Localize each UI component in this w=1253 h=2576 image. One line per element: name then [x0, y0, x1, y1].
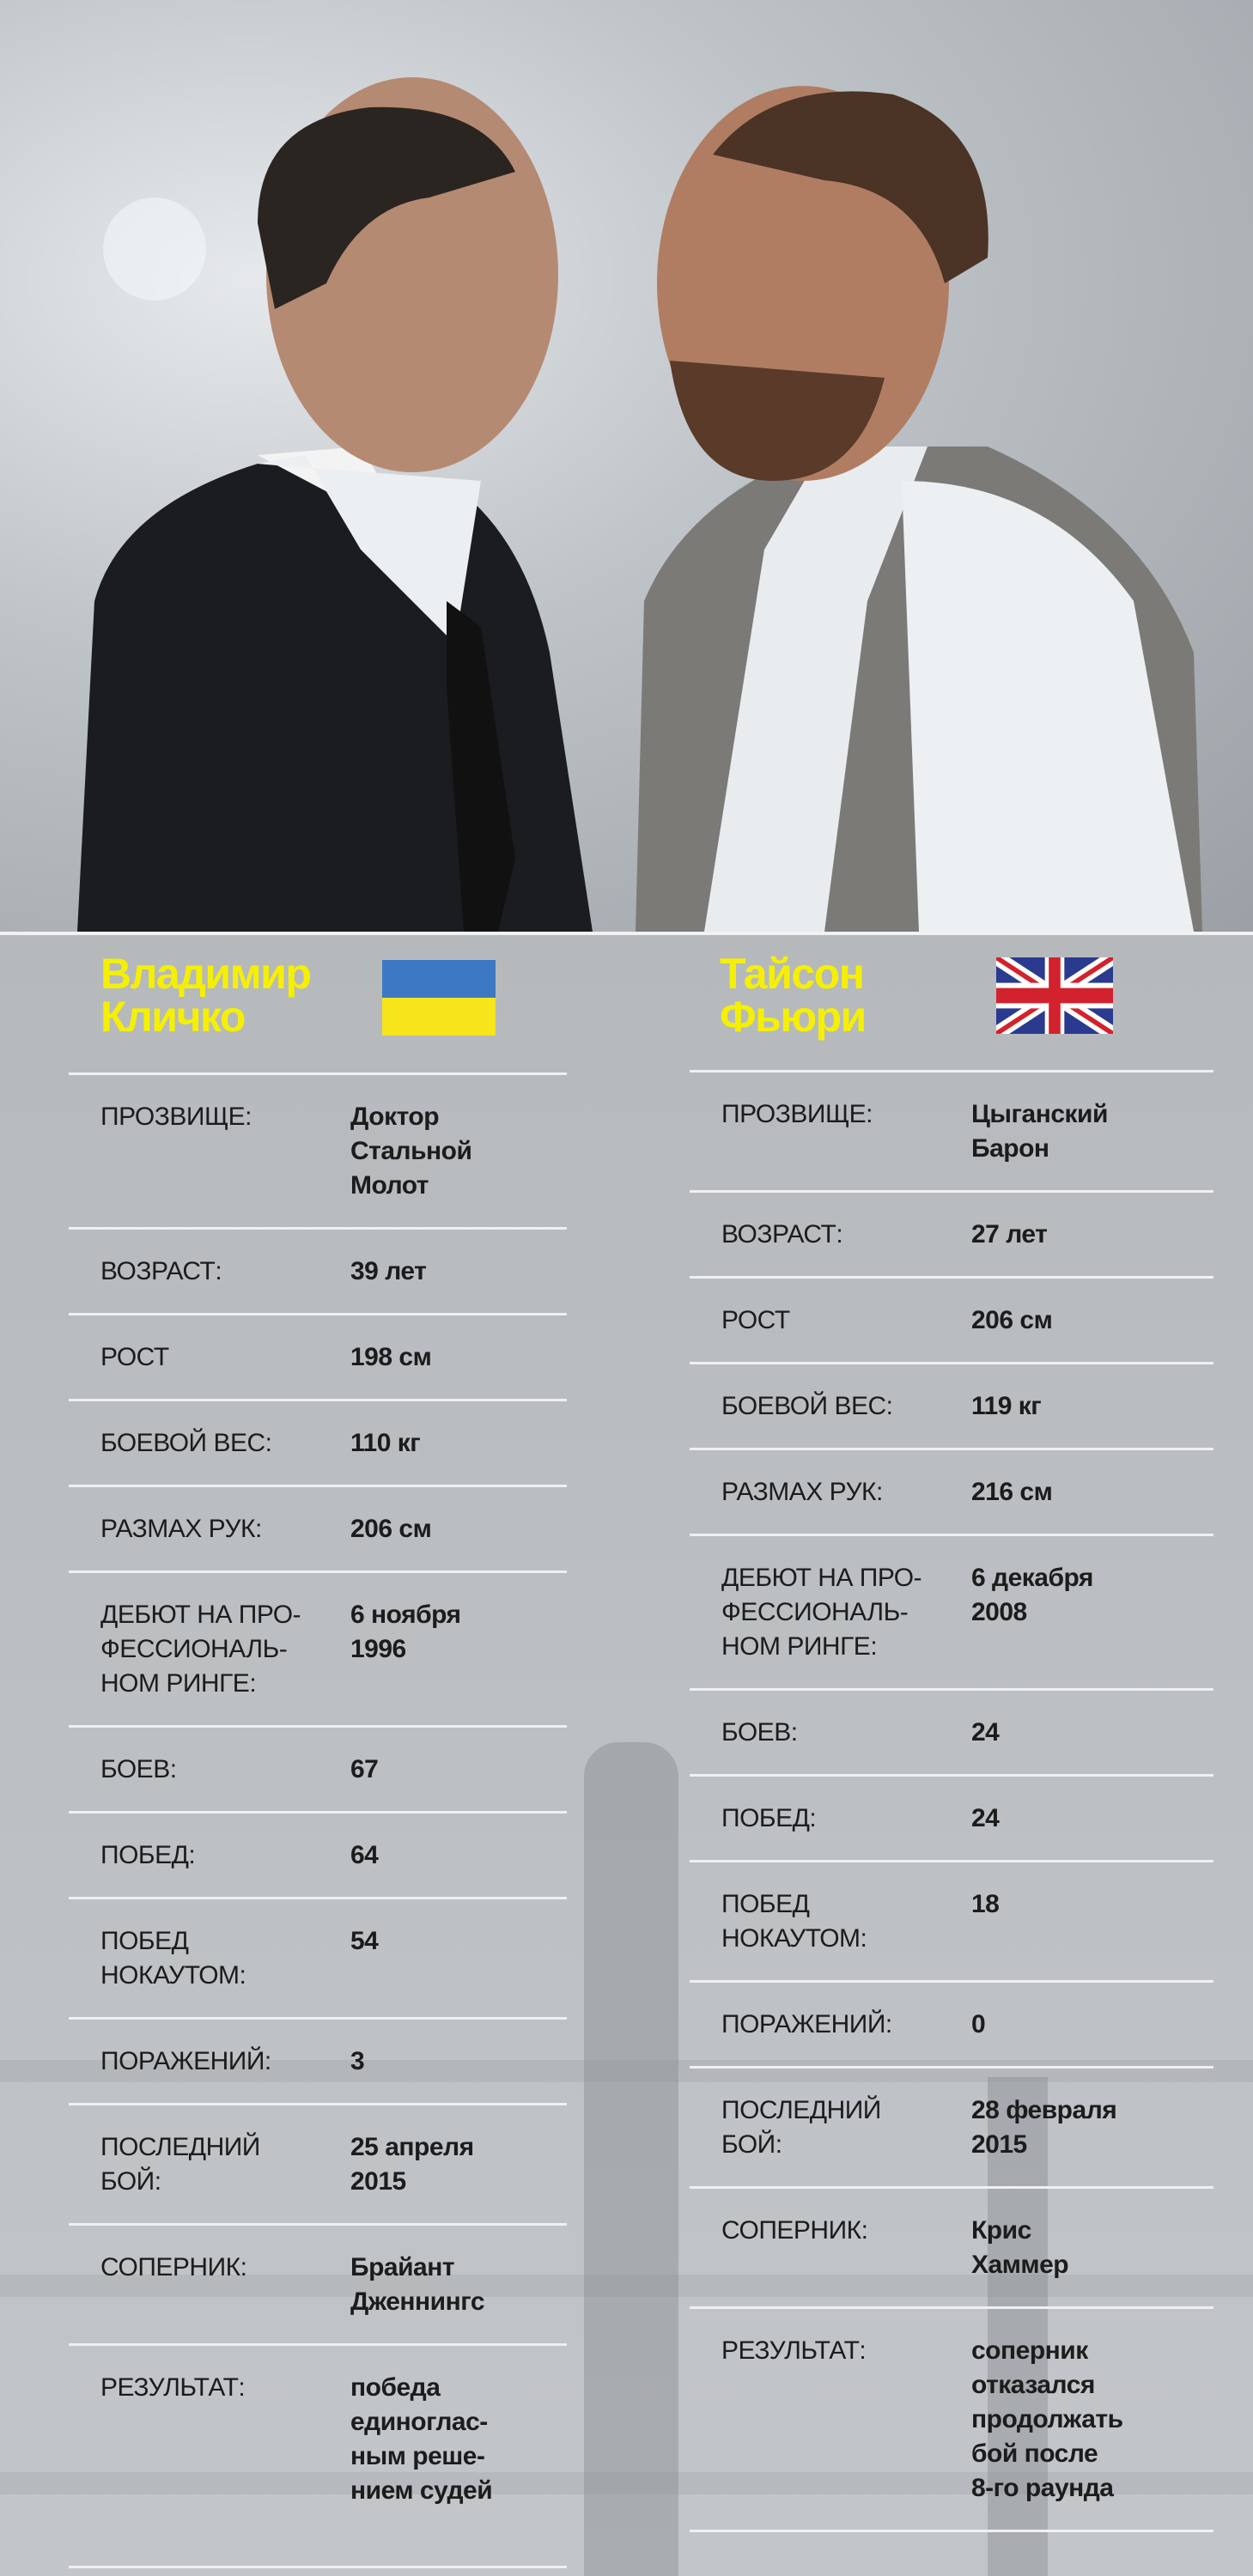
stat-label: ПРОЗВИЩЕ:: [100, 1103, 252, 1131]
stat-value: 67: [350, 1755, 379, 1783]
photo-divider: [0, 932, 1253, 935]
stat-row: ПОБЕД НОКАУТОМ: 54: [69, 1897, 567, 2017]
stat-label: ВОЗРАСТ:: [100, 1257, 222, 1285]
uk-flag-icon: [993, 951, 1116, 1041]
comparison-panel: Владимир Кличко ПРОЗВИЩЕ: Доктор Стальной…: [0, 935, 1253, 2576]
stat-row: ПОСЛЕДНИЙ БОЙ: 25 апреля 2015: [69, 2103, 567, 2223]
stat-row: ПОБЕД: 24: [690, 1774, 1213, 1860]
stat-label: ПОРАЖЕНИЙ:: [721, 2010, 892, 2038]
stats-table: ПРОЗВИЩЕ: Доктор Стальной Молот ВОЗРАСТ: 39…: [69, 1072, 567, 2568]
stat-value: 24: [971, 1718, 1000, 1747]
stat-row: ПОБЕД: 64: [69, 1811, 567, 1897]
stat-label: ПРОЗВИЩЕ:: [721, 1100, 873, 1128]
stat-value: 206 см: [971, 1306, 1053, 1334]
stat-row: РОСТ 198 см: [69, 1313, 567, 1399]
stat-row: ВОЗРАСТ: 27 лет: [690, 1190, 1213, 1276]
stat-label: ПОБЕД:: [721, 1804, 817, 1832]
table-end-divider: [690, 2530, 1213, 2532]
stat-label: РЕЗУЛЬТАТ:: [721, 2336, 867, 2365]
stat-label: ДЕБЮТ НА ПРО- ФЕССИОНАЛЬ- НОМ РИНГЕ:: [100, 1601, 301, 1698]
stat-label: ПОСЛЕДНИЙ БОЙ:: [721, 2096, 881, 2159]
stat-row: БОЕВ: 67: [69, 1725, 567, 1811]
stat-label: РЕЗУЛЬТАТ:: [100, 2373, 246, 2402]
stat-value: 54: [350, 1927, 379, 1955]
stat-row: ПРОЗВИЩЕ: Доктор Стальной Молот: [69, 1072, 567, 1227]
stat-value: 0: [971, 2010, 986, 2038]
stat-label: РАЗМАХ РУК:: [721, 1478, 883, 1506]
stat-label: ПОСЛЕДНИЙ БОЙ:: [100, 2133, 260, 2196]
stat-value: 3: [350, 2047, 365, 2075]
stat-value: 18: [971, 1890, 1000, 1918]
stat-label: ВОЗРАСТ:: [721, 1220, 843, 1249]
stat-value: победа единоглас- ным реше- нием судей: [350, 2373, 493, 2505]
fighter-name: Владимир Кличко: [100, 950, 312, 1041]
stat-row: БОЕВОЙ ВЕС: 110 кг: [69, 1399, 567, 1485]
stat-label: СОПЕРНИК:: [100, 2253, 247, 2281]
fighter-first-name: Владимир: [100, 950, 312, 998]
stat-label: БОЕВОЙ ВЕС:: [721, 1392, 893, 1420]
stat-value: 24: [971, 1804, 1000, 1832]
stat-label: РАЗМАХ РУК:: [100, 1515, 262, 1543]
stat-label: БОЕВ:: [100, 1755, 177, 1783]
fighter-last-name: Кличко: [100, 993, 246, 1041]
stat-row: ДЕБЮТ НА ПРО- ФЕССИОНАЛЬ- НОМ РИНГЕ: 6 де…: [690, 1534, 1213, 1688]
stat-row: РОСТ 206 см: [690, 1276, 1213, 1362]
fighter-first-name: Тайсон: [720, 950, 865, 998]
stat-value: Цыганский Барон: [971, 1100, 1108, 1163]
ring-post-background: [988, 2077, 1048, 2576]
ring-rope-background: [0, 2060, 1253, 2082]
stat-value: 39 лет: [350, 1257, 427, 1285]
stat-row: ПОРАЖЕНИЙ: 0: [690, 1980, 1213, 2066]
stat-value: Доктор Стальной Молот: [350, 1103, 472, 1200]
stat-value: 216 см: [971, 1478, 1053, 1506]
stat-label: РОСТ: [100, 1343, 169, 1371]
stat-row: ДЕБЮТ НА ПРО- ФЕССИОНАЛЬ- НОМ РИНГЕ: 6 но…: [69, 1571, 567, 1725]
stat-row: РАЗМАХ РУК: 206 см: [69, 1485, 567, 1571]
ukraine-flag-icon: [382, 960, 496, 1036]
stat-row: СОПЕРНИК: Брайант Дженнингс: [69, 2223, 567, 2343]
stat-label: ПОРАЖЕНИЙ:: [100, 2047, 271, 2075]
stat-row: ПОБЕД НОКАУТОМ: 18: [690, 1860, 1213, 1980]
table-end-divider: [69, 2566, 567, 2568]
stat-value: 110 кг: [350, 1429, 421, 1457]
stat-value: 28 февраля 2015: [971, 2096, 1117, 2159]
stat-value: Крис Хаммер: [971, 2216, 1069, 2279]
fighters-photo: [0, 0, 1253, 932]
stat-label: ПОБЕД:: [100, 1841, 196, 1869]
stat-label: БОЕВ:: [721, 1718, 798, 1747]
stat-value: 6 декабря 2008: [971, 1564, 1093, 1626]
stat-row: ВОЗРАСТ: 39 лет: [69, 1227, 567, 1313]
fighter-last-name: Фьюри: [720, 993, 867, 1041]
stat-row: РАЗМАХ РУК: 216 см: [690, 1448, 1213, 1534]
stat-value: 206 см: [350, 1515, 432, 1543]
stat-row: ПОРАЖЕНИЙ: 3: [69, 2017, 567, 2103]
stat-label: ДЕБЮТ НА ПРО- ФЕССИОНАЛЬ- НОМ РИНГЕ:: [721, 1564, 922, 1661]
stat-value: 27 лет: [971, 1220, 1048, 1249]
stat-label: БОЕВОЙ ВЕС:: [100, 1429, 272, 1457]
stat-row: БОЕВ: 24: [690, 1688, 1213, 1774]
stat-value: 198 см: [350, 1343, 432, 1371]
stat-row: БОЕВОЙ ВЕС: 119 кг: [690, 1362, 1213, 1448]
stat-value: 64: [350, 1841, 379, 1869]
stat-row: РЕЗУЛЬТАТ: победа единоглас- ным реше- ни…: [69, 2343, 567, 2566]
stat-label: РОСТ: [721, 1306, 790, 1334]
stat-value: соперник отказался продолжать бой после …: [971, 2336, 1123, 2502]
ring-rope-background: [0, 2472, 1253, 2494]
stat-value: 6 ноября 1996: [350, 1601, 461, 1663]
stat-value: 119 кг: [971, 1392, 1042, 1420]
stats-table: ПРОЗВИЩЕ: Цыганский Барон ВОЗРАСТ: 27 лет РО…: [690, 1070, 1213, 2532]
fighter-name: Тайсон Фьюри: [720, 950, 867, 1041]
stat-label: СОПЕРНИК:: [721, 2216, 868, 2245]
ring-post-background: [584, 1742, 678, 2576]
stat-row: ПОСЛЕДНИЙ БОЙ: 28 февраля 2015: [690, 2066, 1213, 2186]
ring-rope-background: [0, 2275, 1253, 2297]
stat-label: ПОБЕД НОКАУТОМ:: [100, 1927, 246, 1990]
stat-value: Брайант Дженнингс: [350, 2253, 485, 2316]
stat-row: РЕЗУЛЬТАТ: соперник отказался продолжать …: [690, 2306, 1213, 2530]
stat-row: ПРОЗВИЩЕ: Цыганский Барон: [690, 1070, 1213, 1190]
stat-value: 25 апреля 2015: [350, 2133, 474, 2196]
stat-row: СОПЕРНИК: Крис Хаммер: [690, 2186, 1213, 2306]
stat-label: ПОБЕД НОКАУТОМ:: [721, 1890, 867, 1953]
